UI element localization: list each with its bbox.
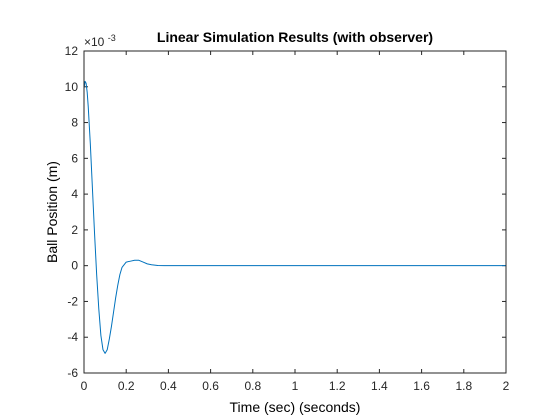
series-layer (83, 80, 506, 354)
chart-title: Linear Simulation Results (with observer… (157, 29, 433, 45)
y-tick-label: 2 (71, 223, 78, 237)
x-tick-label: 0.8 (244, 379, 261, 393)
y-tick-label: 0 (71, 259, 78, 273)
x-tick-label: 0.4 (160, 379, 177, 393)
y-tick-label: -4 (67, 330, 78, 344)
series-line (83, 80, 506, 354)
y-tick-label: 12 (65, 44, 79, 58)
x-tick-label: 0.6 (202, 379, 219, 393)
x-tick-label: 1.4 (371, 379, 388, 393)
y-tick-label: 4 (71, 187, 78, 201)
x-tick-label: 0 (81, 379, 88, 393)
x-tick-label: 2 (503, 379, 510, 393)
y-tick-label: 6 (71, 151, 78, 165)
x-tick-label: 1.6 (413, 379, 430, 393)
x-ticks: 0 0.2 0.4 0.6 0.8 1 1.2 1.4 1.6 1.8 2 (81, 51, 510, 393)
y-tick-label: -2 (67, 294, 78, 308)
x-tick-label: 0.2 (118, 379, 135, 393)
plot-area (84, 51, 506, 373)
y-tick-label: -6 (67, 366, 78, 380)
plot-frame (83, 50, 507, 374)
x-tick-label: 1.2 (329, 379, 346, 393)
x-tick-label: 1.8 (455, 379, 472, 393)
x-tick-label: 1 (292, 379, 299, 393)
y-axis-label: Ball Position (m) (44, 161, 60, 263)
y-exponent-power: -3 (108, 33, 116, 43)
x-axis-label: Time (sec) (seconds) (230, 399, 361, 415)
y-exponent-base: ×10 (84, 35, 105, 49)
y-exponent-label: ×10 -3 (84, 33, 116, 49)
y-tick-label: 8 (71, 116, 78, 130)
y-tick-label: 10 (65, 80, 79, 94)
